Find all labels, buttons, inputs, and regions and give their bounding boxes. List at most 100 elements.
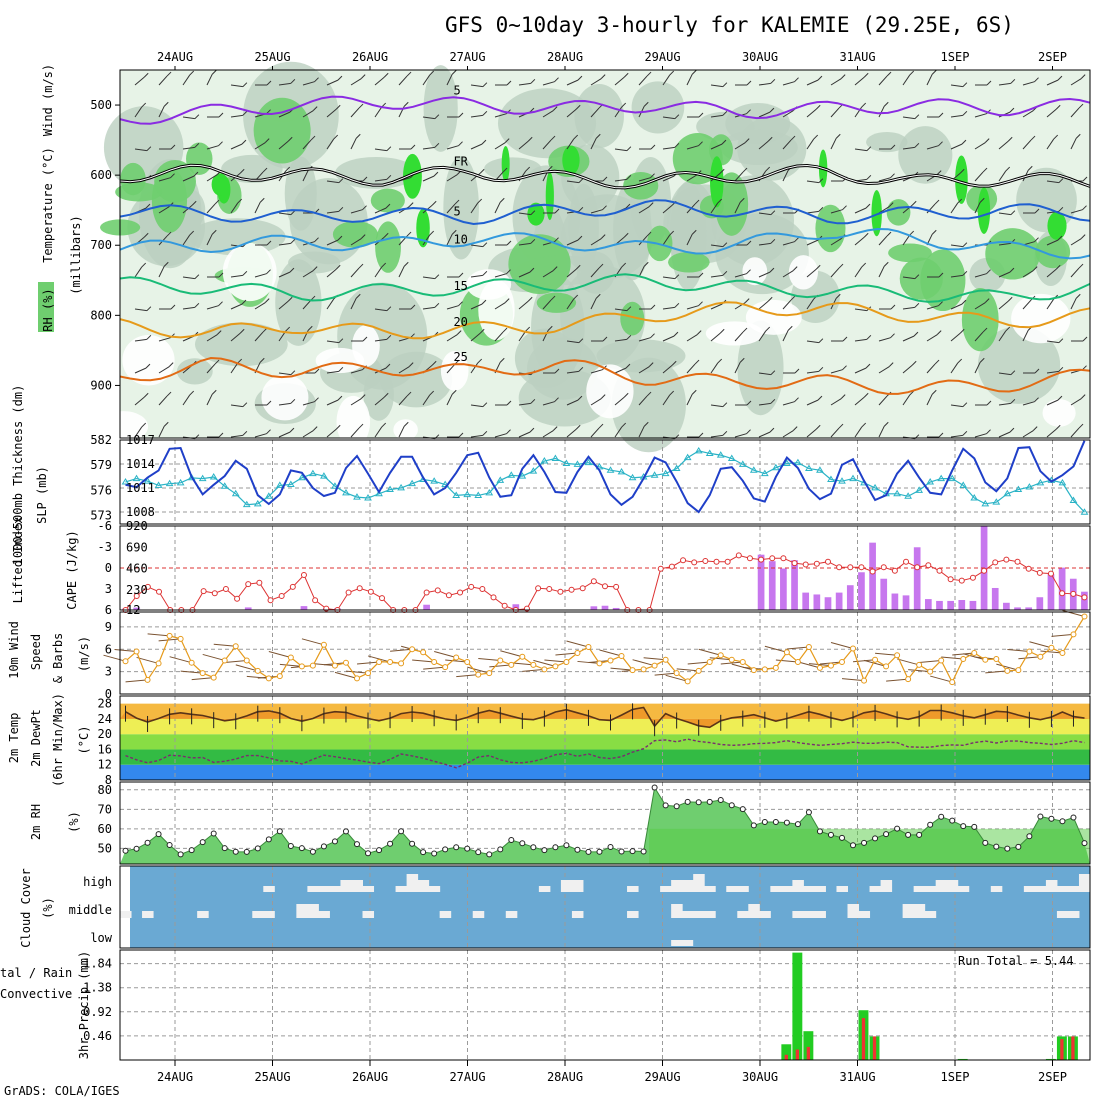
wind-barb-flag: [792, 426, 798, 431]
ytick: 0: [105, 561, 112, 575]
ylabel-millibars: (millibars): [69, 215, 83, 294]
wind-barb: [230, 332, 241, 342]
wind-speed-line-point: [232, 643, 239, 650]
thickness-line-point: [386, 485, 394, 493]
wind-barb-flag: [600, 394, 606, 399]
wind-barb-flag: [314, 77, 319, 83]
lifted-index-line-point: [234, 595, 241, 602]
wind-barb: [638, 265, 645, 278]
wind-barb-flag: [818, 338, 824, 344]
wind-barb: [494, 273, 507, 278]
wind-barb-flag: [170, 173, 175, 179]
wind-barb: [926, 393, 933, 406]
thickness-line-point: [992, 498, 1001, 505]
rh2m-line-point: [552, 844, 559, 851]
thickness-line-point: [959, 481, 968, 488]
ylabel-rh-units: (%): [67, 811, 81, 833]
wind-barb-flag: [1078, 263, 1084, 269]
ytick: 1011: [126, 481, 155, 495]
wind-barb: [1070, 137, 1077, 150]
thickness-line-point: [816, 466, 824, 473]
rh2m-line-point: [684, 798, 691, 805]
wind-barb-flag: [957, 198, 963, 204]
wind-barb: [974, 433, 987, 438]
wind-barb: [446, 73, 453, 86]
wind-barb-10m: [456, 674, 479, 678]
ylabel-cape: CAPE (J/kg): [65, 530, 79, 609]
lifted-index-line-point: [702, 558, 709, 564]
cloud-high: [924, 886, 937, 892]
wind-barb-flag: [189, 390, 195, 396]
wind-barb: [1046, 298, 1055, 310]
date-label-top: 24AUG: [157, 50, 193, 64]
wind-barb: [710, 434, 723, 438]
ytick: -3: [98, 540, 112, 554]
wind-barb-flag: [146, 146, 152, 152]
wind-speed-line-point: [794, 658, 801, 665]
precip-convective-bar: [1060, 1039, 1064, 1060]
wind-barb-flag: [525, 166, 531, 172]
wind-barb: [614, 178, 627, 182]
wind-barb-10m: [147, 633, 170, 637]
wind-barb-flag: [552, 106, 558, 111]
wind-barb: [902, 335, 915, 342]
wind-barb: [326, 180, 339, 184]
wind-barb: [782, 110, 794, 118]
wind-barb: [374, 308, 387, 312]
wind-barb: [542, 110, 554, 118]
rh2m-line-point: [420, 849, 427, 856]
wind-barb: [854, 266, 863, 278]
lifted-index-line-point: [1014, 558, 1021, 565]
wind-barb: [686, 334, 698, 342]
wind-barb-flag: [429, 230, 435, 236]
wind-barb-flag: [1010, 78, 1016, 84]
wind-barb: [470, 362, 479, 374]
wind-barb: [782, 169, 789, 182]
date-label-bottom: 24AUG: [157, 1070, 193, 1084]
rh2m-line-point: [331, 838, 338, 845]
wind-barb: [614, 426, 623, 438]
wind-barb: [350, 398, 362, 406]
wind-speed-line-point: [1026, 648, 1033, 655]
wind-barb-flag: [648, 202, 654, 207]
wind-barb-flag: [383, 72, 389, 78]
wind-barb-flag: [722, 110, 728, 116]
rh2m-line-point: [728, 802, 735, 809]
wind-barb: [734, 171, 744, 182]
cloud-high: [814, 886, 826, 892]
rh2m-line-point: [177, 851, 184, 858]
wind-barb-flag: [290, 238, 296, 244]
wind-barb-10m: [808, 663, 832, 667]
rh-region-dry: [705, 321, 764, 346]
wind-barb-flag: [602, 205, 607, 211]
cloud-middle: [263, 911, 275, 918]
cape-bar: [802, 592, 810, 610]
wind-barb-10m: [775, 659, 798, 663]
wind-barb-10m: [522, 668, 545, 672]
wind-barb-10m: [709, 657, 732, 661]
rh-region-saturated: [710, 156, 724, 208]
wind-barb-flag: [530, 238, 536, 244]
rh2m-line-point: [916, 831, 923, 838]
rh-region-saturated: [416, 208, 430, 248]
wind-barb-flag: [866, 174, 872, 180]
wind-barb: [758, 330, 767, 342]
wind-barb: [350, 238, 362, 246]
wind-barb-flag: [145, 203, 151, 209]
wind-speed-line-point: [883, 663, 890, 670]
isotherm-10: [119, 227, 1091, 260]
wind-barb: [662, 364, 673, 374]
wind-barb: [710, 244, 723, 248]
precip-convective-bar: [872, 1036, 877, 1060]
wind-barb-flag: [934, 359, 940, 365]
wind-barb-flag: [959, 328, 965, 334]
wind-barb-flag: [266, 80, 272, 86]
wind-barb-flag: [547, 165, 553, 171]
wind-barb-flag: [863, 72, 869, 78]
ytick: 9: [105, 620, 112, 634]
wind-barb: [974, 171, 984, 182]
cape-bar: [958, 600, 966, 610]
wind-barb-flag: [211, 229, 217, 235]
wind-barb: [350, 427, 360, 438]
lifted-index-line-point: [156, 588, 163, 595]
